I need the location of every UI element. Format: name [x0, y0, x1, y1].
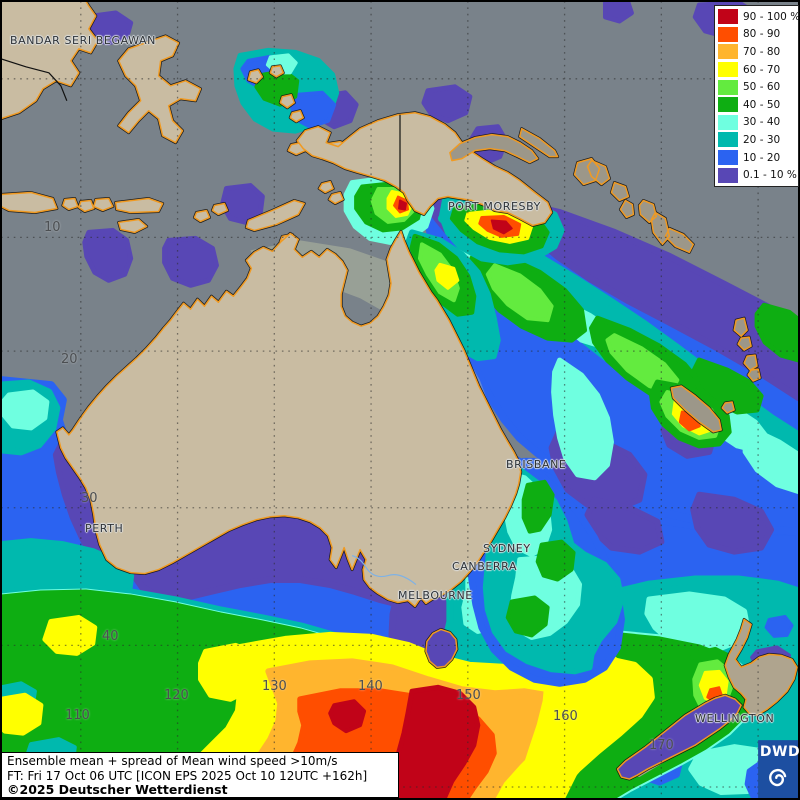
legend-color-swatch: [718, 26, 738, 42]
dwd-logo: DWD: [759, 742, 800, 799]
grid-label-110: 110: [65, 708, 90, 723]
city-label-sydney: SYDNEY: [483, 542, 531, 555]
legend: 90 - 100 % 80 - 90 70 - 80 60 - 70 50 - 60 40…: [714, 5, 799, 187]
city-label-canberra: CANBERRA: [452, 560, 518, 573]
grid-label-160: 160: [553, 709, 578, 724]
grid-label-40: 40: [102, 629, 119, 644]
legend-label: 10 - 20: [743, 151, 781, 164]
legend-label: 0.1 - 10 %: [743, 169, 797, 182]
legend-row: 70 - 80: [718, 43, 795, 61]
legend-label: 70 - 80: [743, 45, 781, 58]
borneo-border: [1, 58, 68, 101]
legend-label: 30 - 40: [743, 116, 781, 129]
city-label-perth: PERTH: [85, 522, 124, 535]
legend-row: 90 - 100 %: [718, 8, 799, 26]
legend-label: 40 - 50: [743, 98, 781, 111]
legend-color-swatch: [718, 114, 738, 130]
caption-box: Ensemble mean + spread of Mean wind spee…: [1, 752, 399, 798]
city-label-wellington: WELLINGTON: [695, 712, 775, 725]
legend-label: 80 - 90: [743, 28, 781, 41]
city-label-port-moresby: PORT MORESBY: [448, 200, 541, 213]
legend-row: 40 - 50: [718, 96, 795, 114]
legend-row: 20 - 30: [718, 131, 795, 149]
grid-label-150: 150: [456, 688, 481, 703]
legend-label: 60 - 70: [743, 63, 781, 76]
legend-color-swatch: [718, 132, 738, 148]
city-label-brisbane: BRISBANE: [506, 458, 567, 471]
coastlines: [1, 1, 799, 781]
grid-label-10: 10: [44, 220, 61, 235]
city-label-bandar-seri-begawan: BANDAR SERI BEGAWAN: [10, 34, 156, 47]
dwd-logo-text: DWD: [759, 744, 800, 760]
legend-items: 90 - 100 % 80 - 90 70 - 80 60 - 70 50 - 60 40…: [718, 8, 799, 184]
legend-row: 50 - 60: [718, 78, 795, 96]
legend-row: 0.1 - 10 %: [718, 166, 797, 184]
caption-copyright: ©2025 Deutscher Wetterdienst: [7, 782, 228, 798]
legend-row: 80 - 90: [718, 26, 795, 44]
legend-color-swatch: [718, 150, 738, 166]
legend-label: 50 - 60: [743, 81, 781, 94]
river: [351, 555, 417, 586]
dwd-spiral-icon: [769, 768, 787, 787]
caption-title: Ensemble mean + spread of Mean wind spee…: [7, 754, 338, 768]
grid-label-120: 120: [164, 688, 189, 703]
legend-row: 10 - 20: [718, 149, 795, 167]
grid-label-30: 30: [81, 491, 98, 506]
legend-color-swatch: [718, 167, 738, 183]
legend-row: 60 - 70: [718, 61, 795, 79]
legend-label: 90 - 100 %: [743, 10, 800, 23]
grid-label-170: 170: [649, 738, 674, 753]
grid-label-20: 20: [61, 352, 78, 367]
legend-color-swatch: [718, 97, 738, 113]
legend-label: 20 - 30: [743, 133, 781, 146]
legend-row: 30 - 40: [718, 114, 795, 132]
legend-color-swatch: [718, 79, 738, 95]
caption-forecast-time: FT: Fri 17 Oct 06 UTC [ICON EPS 2025 Oct…: [7, 768, 368, 783]
grid-label-130: 130: [262, 679, 287, 694]
city-label-melbourne: MELBOURNE: [398, 589, 473, 602]
legend-color-swatch: [718, 62, 738, 78]
legend-color-swatch: [718, 44, 738, 60]
grid-label-140: 140: [358, 679, 383, 694]
legend-color-swatch: [718, 9, 738, 25]
